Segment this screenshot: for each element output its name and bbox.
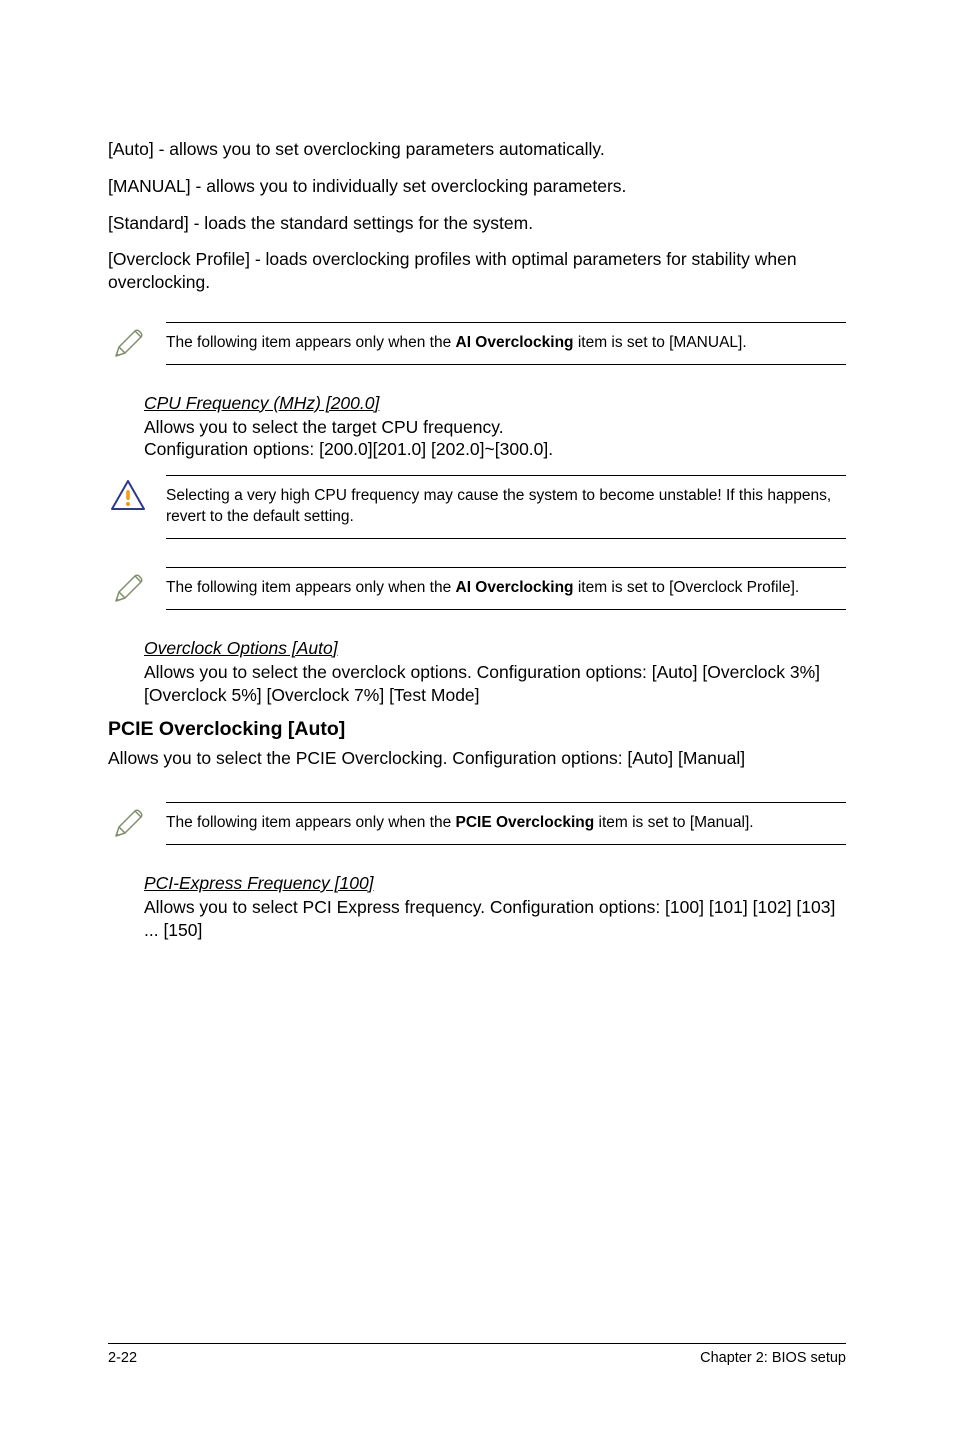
para-standard: [Standard] - loads the standard settings…	[108, 212, 846, 235]
note-text-pre: The following item appears only when the	[166, 814, 456, 831]
pci-express-heading: PCI-Express Frequency [100]	[144, 873, 846, 894]
note-text-post: item is set to [Overclock Profile].	[574, 579, 800, 596]
pcie-overclocking-heading: PCIE Overclocking [Auto]	[108, 718, 846, 741]
note-text: The following item appears only when the…	[166, 322, 846, 365]
overclock-options-body: Allows you to select the overclock optio…	[144, 661, 846, 707]
note-text-post: item is set to [MANUAL].	[574, 334, 747, 351]
overclock-options-section: Overclock Options [Auto] Allows you to s…	[144, 638, 846, 707]
note-ai-overclock-profile: The following item appears only when the…	[108, 567, 846, 610]
cpu-frequency-section: CPU Frequency (MHz) [200.0] Allows you t…	[144, 393, 846, 462]
note-text-bold: AI Overclocking	[456, 579, 574, 596]
pci-express-section: PCI-Express Frequency [100] Allows you t…	[144, 873, 846, 942]
pencil-icon	[108, 322, 148, 362]
note-text-bold: AI Overclocking	[456, 334, 574, 351]
pci-express-body: Allows you to select PCI Express frequen…	[144, 896, 846, 942]
page-footer: 2-22 Chapter 2: BIOS setup	[108, 1343, 846, 1366]
note-pcie-manual: The following item appears only when the…	[108, 802, 846, 845]
para-manual: [MANUAL] - allows you to individually se…	[108, 175, 846, 198]
warning-icon	[108, 475, 148, 513]
cpu-frequency-body2: Configuration options: [200.0][201.0] [2…	[144, 438, 846, 461]
pencil-icon	[108, 567, 148, 607]
footer-chapter: Chapter 2: BIOS setup	[700, 1350, 846, 1366]
note-text-pre: The following item appears only when the	[166, 334, 456, 351]
cpu-frequency-body1: Allows you to select the target CPU freq…	[144, 416, 846, 439]
note-text-post: item is set to [Manual].	[594, 814, 753, 831]
note-ai-manual: The following item appears only when the…	[108, 322, 846, 365]
para-auto: [Auto] - allows you to set overclocking …	[108, 138, 846, 161]
footer-page-number: 2-22	[108, 1350, 137, 1366]
para-overclock-profile: [Overclock Profile] - loads overclocking…	[108, 248, 846, 294]
note-text-bold: PCIE Overclocking	[456, 814, 595, 831]
note-text: The following item appears only when the…	[166, 567, 846, 610]
cpu-frequency-heading: CPU Frequency (MHz) [200.0]	[144, 393, 846, 414]
overclock-options-heading: Overclock Options [Auto]	[144, 638, 846, 659]
pcie-overclocking-body: Allows you to select the PCIE Overclocki…	[108, 747, 846, 770]
note-high-cpu-warning: Selecting a very high CPU frequency may …	[108, 475, 846, 539]
note-text-pre: The following item appears only when the	[166, 579, 456, 596]
pencil-icon	[108, 802, 148, 842]
note-text: Selecting a very high CPU frequency may …	[166, 475, 846, 539]
warning-text: Selecting a very high CPU frequency may …	[166, 487, 831, 525]
note-text: The following item appears only when the…	[166, 802, 846, 845]
